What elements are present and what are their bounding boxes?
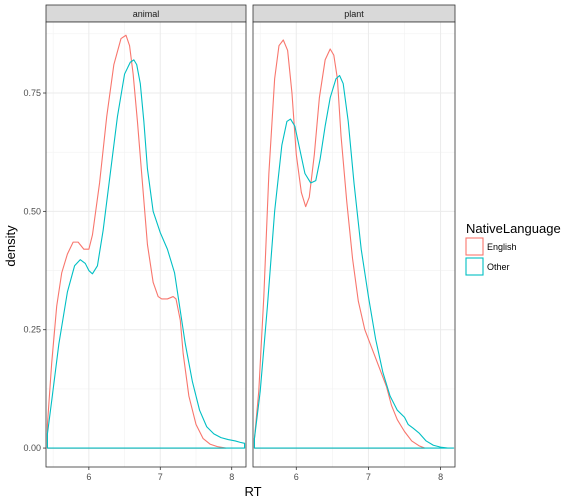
- y-tick-label: 0.25: [23, 325, 41, 335]
- plot-panel-border: [45, 21, 247, 468]
- x-tick-label: 6: [86, 472, 91, 482]
- y-tick-label: 0.50: [23, 206, 41, 216]
- density-curve-other: [253, 74, 455, 449]
- legend-label: Other: [487, 262, 510, 272]
- x-tick-label: 7: [158, 472, 163, 482]
- facet-panel-animal: animal 6 7 8 0.00 0.25 0.50 0.75: [23, 4, 247, 482]
- y-axis-title: density: [3, 225, 18, 267]
- facet-panel-plant: plant 6 7 8: [252, 4, 456, 482]
- legend-entry-english: English: [465, 237, 517, 256]
- legend-label: English: [487, 242, 517, 252]
- legend: NativeLanguage English Other: [465, 221, 561, 276]
- x-tick-label: 7: [366, 472, 371, 482]
- y-tick-label: 0.00: [23, 443, 41, 453]
- legend-key-other: [465, 257, 484, 276]
- facet-strip-label: plant: [344, 9, 364, 19]
- legend-key-english: [465, 237, 484, 256]
- plot-panel-border: [252, 21, 456, 468]
- x-axis-title: RT: [244, 484, 261, 499]
- density-curve-english: [46, 34, 227, 449]
- legend-entries: English Other: [465, 237, 517, 276]
- density-curve-english: [253, 39, 426, 449]
- legend-title: NativeLanguage: [466, 221, 561, 236]
- x-tick-label: 6: [294, 472, 299, 482]
- facets-layer: animal 6 7 8 0.00 0.25 0.50 0.75 plant 6 7 8: [23, 4, 456, 482]
- x-tick-label: 8: [438, 472, 443, 482]
- plot-panel-background: [46, 22, 246, 467]
- legend-entry-other: Other: [465, 257, 510, 276]
- x-tick-label: 8: [229, 472, 234, 482]
- plot-panel-background: [253, 22, 455, 467]
- density-curve-other: [46, 59, 246, 449]
- facet-strip-label: animal: [133, 9, 160, 19]
- y-tick-label: 0.75: [23, 88, 41, 98]
